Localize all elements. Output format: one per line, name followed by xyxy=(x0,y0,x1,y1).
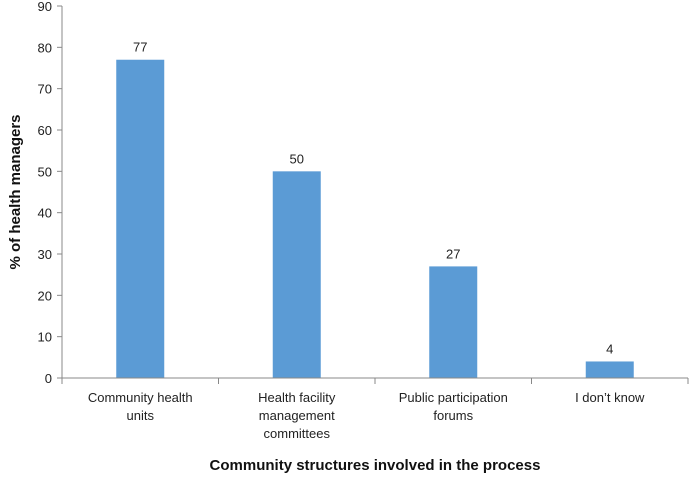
y-axis-ticks: 0 10 20 30 40 50 60 70 80 90 xyxy=(38,0,62,386)
data-label: 4 xyxy=(606,341,613,356)
y-tick-label: 70 xyxy=(38,82,52,97)
bar xyxy=(429,266,478,378)
y-tick-label: 10 xyxy=(38,330,52,345)
bar xyxy=(116,59,165,378)
x-category-label: units xyxy=(127,408,155,423)
y-tick-label: 20 xyxy=(38,288,52,303)
data-label: 27 xyxy=(446,246,460,261)
x-axis-title: Community structures involved in the pro… xyxy=(210,457,541,474)
bar xyxy=(585,361,634,378)
y-tick-label: 60 xyxy=(38,123,52,138)
x-category-label: Health facility xyxy=(258,390,336,405)
y-tick-label: 0 xyxy=(45,371,52,386)
y-tick-label: 90 xyxy=(38,0,52,14)
data-label: 50 xyxy=(290,151,304,166)
x-category-label: Community health xyxy=(88,390,193,405)
y-tick-label: 80 xyxy=(38,40,52,55)
x-category-label: Public participation xyxy=(399,390,508,405)
x-category-label: I don’t know xyxy=(575,390,645,405)
y-tick-label: 50 xyxy=(38,164,52,179)
bars xyxy=(116,59,634,378)
x-category-label: forums xyxy=(433,408,473,423)
x-category-label: management xyxy=(259,408,335,423)
y-tick-label: 40 xyxy=(38,206,52,221)
x-axis-categories: Community health units Health facility mana… xyxy=(61,378,689,441)
data-label: 77 xyxy=(133,40,147,55)
data-labels: 77 50 27 4 xyxy=(133,40,613,357)
bar xyxy=(272,171,321,378)
x-category-label: committees xyxy=(264,426,331,441)
y-tick-label: 30 xyxy=(38,247,52,262)
y-axis-title: % of health managers xyxy=(7,114,24,269)
